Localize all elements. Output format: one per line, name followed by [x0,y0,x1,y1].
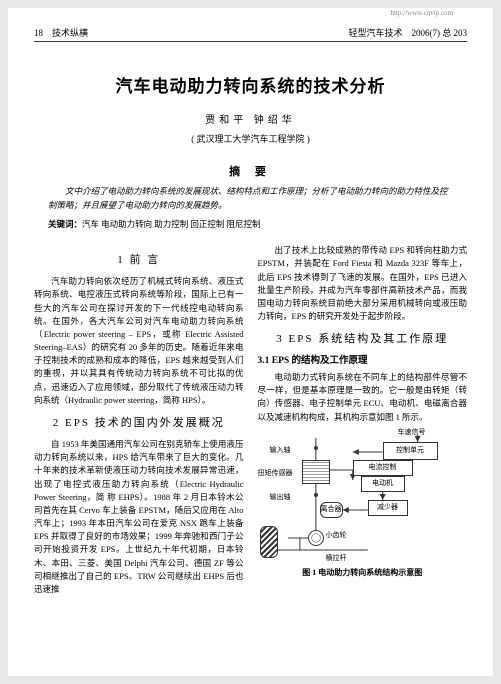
section-3-p1: 电动助力式转向系统在不同车上的结构部件尽管不尽一样，但是基本原理是一致的。它一般… [258,371,468,424]
authors: 贾和平 钟绍华 [34,111,467,126]
diagram-canvas: 控制单元 电流控制 电动机 减少器 离合器 车速信号 输入轴 扭矩传感器 输出轴… [258,430,468,565]
header-left: 18 技术纵横 [34,26,88,39]
reducer-box: 减少器 [368,500,408,516]
right-column: 出了技术上比较成熟的带传动 EPS 和转向柱助力式 EPSTM，并装配在 For… [258,244,468,596]
figure-1: 控制单元 电流控制 电动机 减少器 离合器 车速信号 输入轴 扭矩传感器 输出轴… [258,430,468,579]
control-unit-box: 控制单元 [383,442,438,460]
input-label: 输入轴 [270,445,291,456]
current-control-box: 电流控制 [353,460,413,476]
clutch-box: 离合器 [320,502,343,518]
page-header: 18 技术纵横 轻型汽车技术 2006(7) 总 203 [34,26,467,39]
left-column: 1 前 言 汽车助力转向依次经历了机械式转向系统、液压式转向系统、电控液压式转向… [34,244,244,596]
motor-box: 电动机 [361,476,405,492]
speed-signal-label: 车速信号 [398,427,426,438]
right-top-p1: 出了技术上比较成熟的带传动 EPS 和转向柱助力式 EPSTM，并装配在 For… [258,244,468,323]
page-number: 18 [34,28,43,38]
keywords-label: 关键词： [48,219,82,229]
section-1-p1: 汽车助力转向依次经历了机械式转向系统、液压式转向系统、电控液压式转向系统等阶段，… [34,275,244,407]
article-title: 汽车电动助力转向系统的技术分析 [34,72,467,97]
gear-icon [308,530,324,546]
section-3-heading: 3 EPS 系统结构及其工作原理 [258,331,468,348]
abstract-heading: 摘 要 [34,163,467,179]
body-columns: 1 前 言 汽车助力转向依次经历了机械式转向系统、液压式转向系统、电控液压式转向… [34,244,467,596]
abstract-text: 文中介绍了电动助力转向系统的发展现状、结构特点和工作原理；分析了电动助力转向的助… [48,185,453,212]
section-label: 技术纵横 [52,28,88,38]
issue-info: 2006(7) 总 203 [412,28,468,38]
url-hint: http://www.cqvip.com [390,9,453,17]
rack-label: 横拉杆 [326,553,347,564]
section-2-p1: 自 1953 年美国通用汽车公司在别克轿车上使用液压动力转向系统以来，HPS 给… [34,438,244,596]
figure-1-caption: 图 1 电动助力转向系统结构示意图 [258,567,468,579]
keywords-values: 汽车 电动助力转向 助力控制 回正控制 阻尼控制 [82,219,261,229]
page: http://www.cqvip.com 18 技术纵横 轻型汽车技术 2006… [8,8,493,676]
section-3-1-heading: 3.1 EPS 的结构及工作原理 [258,354,468,369]
torque-sensor-label: 扭矩传感器 [258,468,293,479]
header-divider [34,41,467,42]
input-dot [314,446,318,450]
keywords-row: 关键词：汽车 电动助力转向 助力控制 回正控制 阻尼控制 [48,218,453,230]
section-1-heading: 1 前 言 [34,252,244,269]
journal-name: 轻型汽车技术 [348,28,402,38]
output-label: 输出轴 [270,492,291,503]
pinion-label: 小齿轮 [326,530,347,541]
affiliation: ( 武汉理工大学汽车工程学院 ) [34,132,467,145]
output-dot [314,493,318,497]
wheel-icon [260,526,278,558]
torque-sensor-box [302,460,330,484]
header-right: 轻型汽车技术 2006(7) 总 203 [348,26,467,39]
section-2-heading: 2 EPS 技术的国内外发展概况 [34,415,244,432]
